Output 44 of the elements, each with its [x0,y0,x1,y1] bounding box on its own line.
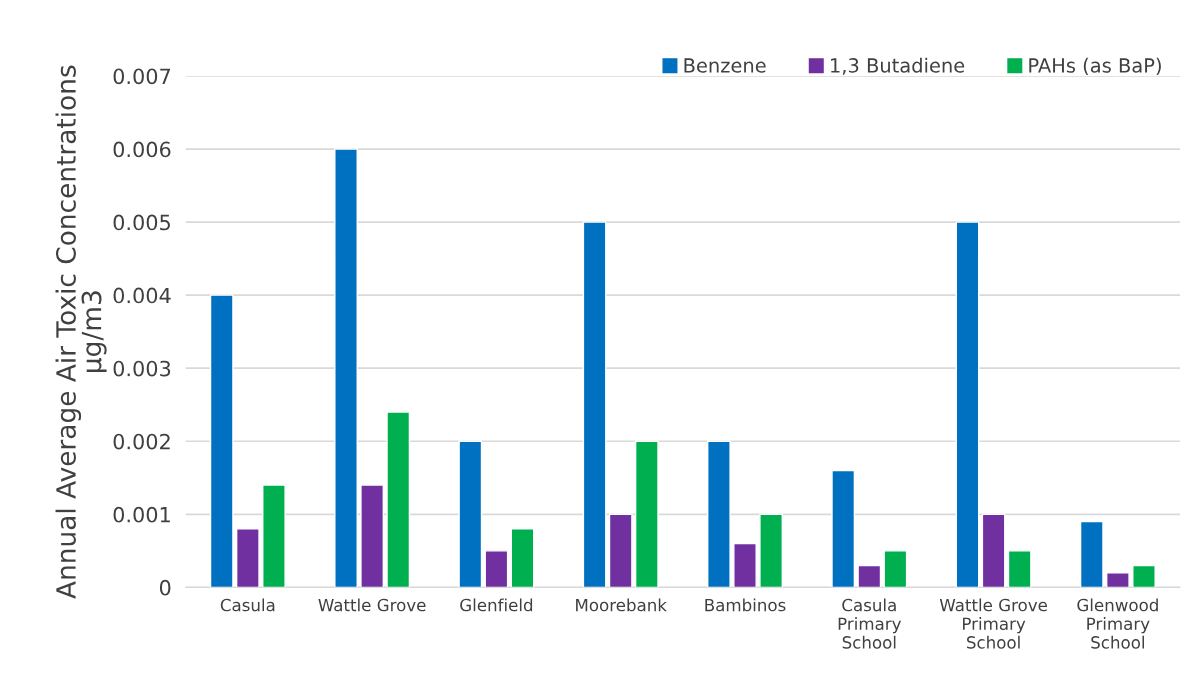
y-tick-label: 0.003 [113,360,171,377]
bar [458,440,483,588]
x-tick-label: Casula [220,598,275,612]
bar [235,528,260,588]
y-tick-label: 0.001 [113,506,170,523]
x-tick-label: Moorebank [576,598,667,612]
y-tick-label: 0 [159,579,171,596]
y-axis-title: Annual Average Air Toxic Concentrations µg/m3 [55,65,107,599]
x-tick-label: Wattle Grove Primary School [939,598,1047,649]
bar [981,513,1006,588]
bar [360,484,385,588]
x-tick-label: Bambinos [705,598,786,612]
x-tick-label: Glenfield [460,598,533,612]
bar [955,221,980,588]
bar [1106,572,1130,588]
bar [386,411,411,588]
legend-label: PAHs (as BaP) [1029,57,1161,76]
bar [857,564,882,588]
bar [1079,520,1104,588]
bar [484,550,509,588]
y-tick-label: 0.002 [113,433,170,450]
bar [1007,550,1032,588]
bar [582,221,607,588]
y-tick-label: 0.007 [113,68,171,85]
bar [707,440,731,588]
bar [759,513,783,588]
bar [334,148,358,588]
bar [209,294,234,588]
y-tick-label: 0.004 [113,287,171,304]
x-tick-label: Casula Primary School [838,598,902,649]
y-tick-label: 0.006 [113,141,171,158]
x-tick-label: Wattle Grove [318,598,426,612]
bar [1132,564,1156,588]
bar [262,484,286,588]
bar [883,550,908,588]
bar [510,528,535,588]
legend-label: 1,3 Butadiene [831,57,965,75]
y-tick-label: 0.005 [113,214,170,231]
bar [733,542,757,588]
bar [634,440,659,588]
x-tick-label: Glenwood Primary School [1077,598,1158,649]
legend-label: Benzene [684,58,766,73]
bar [608,513,633,588]
bar [831,469,856,588]
